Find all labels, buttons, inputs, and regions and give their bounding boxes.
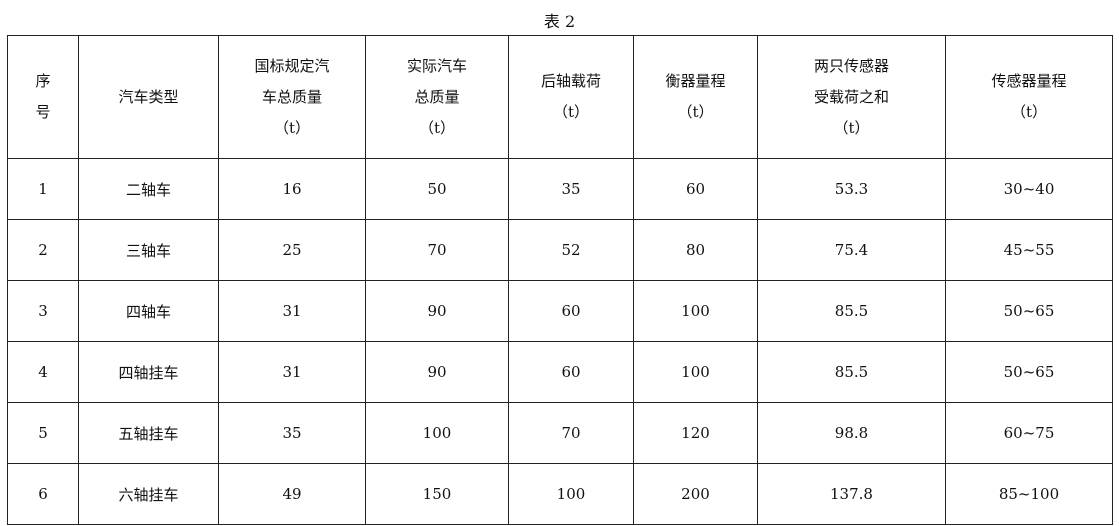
column-header: 两只传感器受载荷之和 （t） — [757, 35, 946, 159]
table-cell: 70 — [365, 219, 509, 281]
header-line: （t） — [1010, 103, 1048, 121]
header-line: 后轴载荷 — [540, 72, 601, 90]
table-cell: 四轴车 — [78, 280, 219, 342]
table-cell: 四轴挂车 — [78, 341, 219, 403]
table-cell: 31 — [218, 280, 366, 342]
table-cell: 5 — [7, 402, 79, 464]
table-cell: 100 — [633, 341, 758, 403]
table-cell: 50 — [365, 158, 509, 220]
table-cell: 98.8 — [757, 402, 946, 464]
table-cell: 六轴挂车 — [78, 463, 219, 525]
table-cell: 三轴车 — [78, 219, 219, 281]
header-line: （t） — [273, 118, 311, 137]
table-row: 4 四轴挂车 31 90 60 100 85.5 50~65 — [7, 341, 1113, 403]
table-cell: 80 — [633, 219, 758, 281]
table-cell: 100 — [633, 280, 758, 342]
header-line: 衡器量程 — [665, 72, 726, 90]
table-cell: 85~100 — [945, 463, 1113, 525]
table-cell: 30~40 — [945, 158, 1113, 220]
header-line: 序 — [35, 72, 51, 90]
table-cell: 137.8 — [757, 463, 946, 525]
header-line: 两只传感器 — [813, 56, 889, 75]
table-caption: 表 2 — [543, 12, 576, 31]
column-header: 序号 — [7, 35, 79, 159]
table-cell: 31 — [218, 341, 366, 403]
table-cell: 3 — [7, 280, 79, 342]
header-line: 传感器量程 — [991, 72, 1067, 90]
table-cell: 16 — [218, 158, 366, 220]
table-row: 2 三轴车 25 70 52 80 75.4 45~55 — [7, 219, 1113, 281]
table-cell: 6 — [7, 463, 79, 525]
header-line: （t） — [833, 118, 870, 137]
table-cell: 4 — [7, 341, 79, 403]
table-cell: 60 — [508, 341, 634, 403]
table-cell: 120 — [633, 402, 758, 464]
table-cell: 85.5 — [757, 280, 946, 342]
table-cell: 35 — [218, 402, 366, 464]
table-cell: 2 — [7, 219, 79, 281]
table-cell: 75.4 — [757, 219, 946, 281]
header-line: 受载荷之和 — [813, 87, 889, 106]
table-cell: 60 — [508, 280, 634, 342]
header-line: 总质量 — [414, 87, 460, 106]
table-row: 3 四轴车 31 90 60 100 85.5 50~65 — [7, 280, 1113, 342]
table-cell: 150 — [365, 463, 509, 525]
table-row: 5 五轴挂车 35 100 70 120 98.8 60~75 — [7, 402, 1113, 464]
table-cell: 200 — [633, 463, 758, 525]
header-line: 汽车类型 — [118, 87, 179, 106]
table-cell: 60~75 — [945, 402, 1113, 464]
column-header: 国标规定汽车总质量 （t） — [218, 35, 366, 159]
table-cell: 90 — [365, 280, 509, 342]
table-cell: 45~55 — [945, 219, 1113, 281]
table-cell: 60 — [633, 158, 758, 220]
column-header: 传感器量程 （t） — [945, 35, 1113, 159]
table-cell: 53.3 — [757, 158, 946, 220]
header-line: （t） — [418, 118, 456, 137]
table-row: 1 二轴车 16 50 35 60 53.3 30~40 — [7, 158, 1113, 220]
table-cell: 100 — [365, 402, 509, 464]
table-cell: 50~65 — [945, 280, 1113, 342]
table-cell: 52 — [508, 219, 634, 281]
data-table: 序号 汽车类型 国标规定汽车总质量 （t） 实际汽车总质量 （t） 后轴载荷 （t） 衡器量程 （… — [7, 35, 1113, 525]
header-line: 号 — [35, 103, 51, 121]
column-header: 后轴载荷 （t） — [508, 35, 634, 159]
table-row: 6 六轴挂车 49 150 100 200 137.8 85~100 — [7, 463, 1113, 525]
table-cell: 49 — [218, 463, 366, 525]
column-header: 汽车类型 — [78, 35, 219, 159]
table-cell: 85.5 — [757, 341, 946, 403]
header-row: 序号 汽车类型 国标规定汽车总质量 （t） 实际汽车总质量 （t） 后轴载荷 （t） 衡器量程 （… — [7, 35, 1113, 159]
header-line: （t） — [552, 103, 590, 121]
header-line: 车总质量 — [261, 87, 322, 106]
header-line: （t） — [677, 103, 714, 121]
table-cell: 50~65 — [945, 341, 1113, 403]
column-header: 衡器量程 （t） — [633, 35, 758, 159]
table-cell: 25 — [218, 219, 366, 281]
header-line: 国标规定汽 — [254, 56, 330, 75]
column-header: 实际汽车总质量 （t） — [365, 35, 509, 159]
table-cell: 90 — [365, 341, 509, 403]
table-cell: 70 — [508, 402, 634, 464]
table-cell: 100 — [508, 463, 634, 525]
table-cell: 1 — [7, 158, 79, 220]
table-cell: 35 — [508, 158, 634, 220]
table-cell: 二轴车 — [78, 158, 219, 220]
header-line: 实际汽车 — [406, 56, 467, 75]
table-cell: 五轴挂车 — [78, 402, 219, 464]
